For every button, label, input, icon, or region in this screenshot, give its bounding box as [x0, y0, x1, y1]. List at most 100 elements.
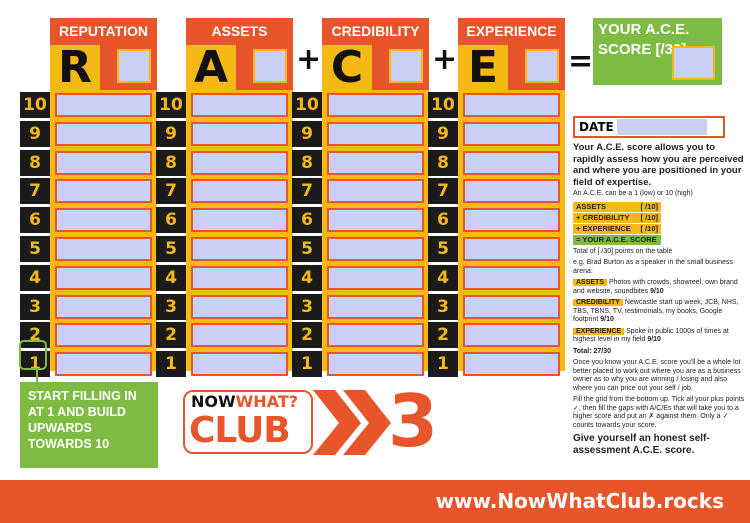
- grid-cell[interactable]: [463, 208, 560, 233]
- grid-cell[interactable]: [327, 150, 424, 175]
- grid-cell[interactable]: [463, 352, 560, 377]
- start-callout: START FILLING IN AT 1 AND BUILD UPWARDS …: [20, 382, 158, 468]
- grid-cell[interactable]: [191, 237, 288, 261]
- row-number: 10: [292, 92, 322, 118]
- grid-cell[interactable]: [463, 323, 560, 348]
- row-number: 4: [156, 264, 186, 291]
- summary-row: = YOUR A.C.E. SCORE: [573, 234, 661, 245]
- grid-cell[interactable]: [191, 121, 288, 146]
- plus-sign: +: [296, 42, 322, 77]
- ace-score-title: YOUR A.C.E. SCORE [/30]: [598, 21, 690, 58]
- row-number: 9: [156, 120, 186, 147]
- chevrons-icon: [313, 390, 391, 455]
- grid-cell[interactable]: [463, 265, 560, 290]
- grid-cell[interactable]: [327, 208, 424, 233]
- equals-sign: =: [568, 44, 594, 79]
- grid-cell[interactable]: [55, 294, 152, 319]
- example-total: Total: 27/30: [573, 347, 611, 355]
- column-score-input[interactable]: [525, 49, 559, 83]
- grid-cell[interactable]: [327, 323, 424, 348]
- row-number: 1: [292, 351, 322, 378]
- start-highlight: [19, 340, 47, 370]
- grid-cell[interactable]: [191, 265, 288, 290]
- grid-cell[interactable]: [327, 121, 424, 146]
- column-letter: R: [50, 45, 100, 90]
- row-number: 10: [20, 92, 50, 118]
- column-header: ASSETS: [186, 18, 293, 45]
- grid-cell[interactable]: [55, 150, 152, 175]
- row-number: 4: [20, 264, 50, 291]
- row-number: 3: [156, 293, 186, 320]
- row-number: 2: [156, 322, 186, 349]
- example-intro: e.g. Brad Burton as a speaker in the sma…: [573, 259, 733, 275]
- summary-row: + CREDIBILITY[ /10]: [573, 212, 661, 223]
- column-header: REPUTATION: [50, 18, 157, 45]
- example-item: EXPERIENCE Spoke in public 1000s of time…: [573, 327, 729, 343]
- row-number: 5: [156, 236, 186, 262]
- grid-cell[interactable]: [327, 179, 424, 204]
- summary-row: ASSETS[ /10]: [573, 201, 661, 212]
- grid-cell[interactable]: [191, 93, 288, 117]
- column-score-input[interactable]: [253, 49, 287, 83]
- date-input[interactable]: [617, 119, 707, 135]
- row-number: 5: [428, 236, 458, 262]
- row-number: 9: [20, 120, 50, 147]
- grid-cell[interactable]: [55, 323, 152, 348]
- grid-cell[interactable]: [191, 150, 288, 175]
- grid-cell[interactable]: [327, 352, 424, 377]
- row-number: 9: [428, 120, 458, 147]
- ace-score-input[interactable]: [672, 46, 715, 80]
- grid-cell[interactable]: [191, 179, 288, 204]
- grid-cell[interactable]: [55, 208, 152, 233]
- grid-cell[interactable]: [327, 93, 424, 117]
- plus-sign: +: [432, 42, 458, 77]
- grid-cell[interactable]: [55, 265, 152, 290]
- grid-cell[interactable]: [327, 265, 424, 290]
- grid-cell[interactable]: [463, 121, 560, 146]
- row-number: 3: [428, 293, 458, 320]
- example-item: ASSETS Photos with crowds, showreel, own…: [573, 279, 738, 295]
- row-number: 8: [292, 149, 322, 176]
- grid-cell[interactable]: [55, 237, 152, 261]
- row-number: 7: [292, 178, 322, 205]
- grid-cell[interactable]: [55, 179, 152, 204]
- column-score-input[interactable]: [389, 49, 423, 83]
- footer-url[interactable]: www.NowWhatClub.rocks: [435, 489, 724, 513]
- ace-score-box: YOUR A.C.E. SCORE [/30]: [593, 18, 722, 85]
- summary-row: + EXPERIENCE[ /10]: [573, 223, 661, 234]
- row-number: 10: [428, 92, 458, 118]
- column-score-input[interactable]: [117, 49, 151, 83]
- grid-cell[interactable]: [191, 323, 288, 348]
- grid-cell[interactable]: [327, 294, 424, 319]
- row-number: 3: [292, 293, 322, 320]
- column-header: CREDIBILITY: [322, 18, 429, 45]
- grid-cell[interactable]: [463, 237, 560, 261]
- column-header: EXPERIENCE: [458, 18, 565, 45]
- column-letter: C: [322, 45, 372, 90]
- row-number: 2: [428, 322, 458, 349]
- grid-cell[interactable]: [463, 179, 560, 204]
- paragraph: Once you know your A.C.E. score you'll b…: [573, 359, 741, 392]
- grid-cell[interactable]: [463, 93, 560, 117]
- row-number: 2: [292, 322, 322, 349]
- grid-cell[interactable]: [55, 121, 152, 146]
- grid-cell[interactable]: [55, 93, 152, 117]
- row-number: 6: [292, 207, 322, 234]
- example-item: CREDIBILITY Newcastle start up week, JCB…: [573, 299, 739, 323]
- row-number: 7: [428, 178, 458, 205]
- column-letter: E: [458, 45, 508, 90]
- range-text: An A.C.E. can be a 1 (low) or 10 (high): [573, 190, 693, 197]
- grid-cell[interactable]: [191, 294, 288, 319]
- row-number: 4: [292, 264, 322, 291]
- grid-cell[interactable]: [191, 208, 288, 233]
- intro-text: Your A.C.E. score allows you to rapidly …: [573, 142, 744, 188]
- date-field[interactable]: DATE: [573, 116, 725, 138]
- callout-connector: [36, 370, 38, 382]
- grid-cell[interactable]: [463, 150, 560, 175]
- grid-cell[interactable]: [327, 237, 424, 261]
- row-number: 5: [20, 236, 50, 262]
- grid-cell[interactable]: [191, 352, 288, 377]
- grid-cell[interactable]: [55, 352, 152, 377]
- row-number: 6: [156, 207, 186, 234]
- grid-cell[interactable]: [463, 294, 560, 319]
